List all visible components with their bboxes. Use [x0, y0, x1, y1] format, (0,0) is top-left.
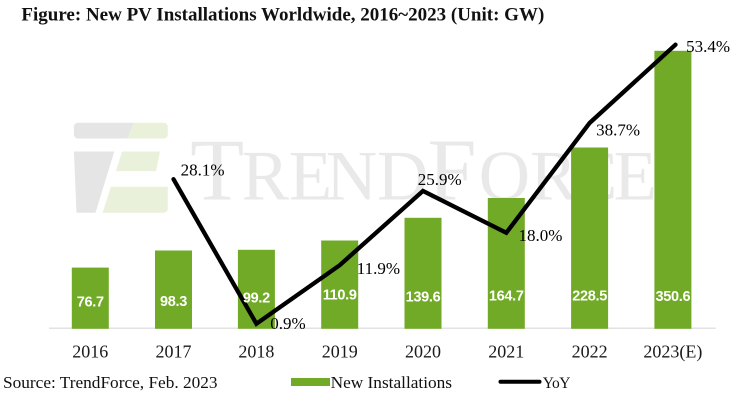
svg-text:2018: 2018 — [238, 342, 274, 362]
svg-text:98.3: 98.3 — [160, 294, 187, 310]
svg-text:18.0%: 18.0% — [519, 226, 563, 245]
svg-text:2019: 2019 — [322, 342, 358, 362]
svg-text:Source: TrendForce, Feb. 2023: Source: TrendForce, Feb. 2023 — [3, 373, 218, 392]
svg-text:228.5: 228.5 — [572, 289, 607, 305]
svg-text:164.7: 164.7 — [489, 289, 524, 305]
svg-text:76.7: 76.7 — [77, 295, 104, 311]
svg-text:25.9%: 25.9% — [418, 170, 462, 189]
svg-text:53.4%: 53.4% — [686, 37, 730, 56]
svg-text:2017: 2017 — [156, 342, 192, 362]
svg-text:0.9%: 0.9% — [270, 314, 305, 333]
svg-text:Figure: New PV Installations W: Figure: New PV Installations Worldwide, … — [21, 5, 544, 26]
svg-text:New Installations: New Installations — [331, 373, 453, 392]
svg-text:11.9%: 11.9% — [357, 259, 400, 278]
svg-text:99.2: 99.2 — [243, 290, 270, 306]
svg-text:2020: 2020 — [405, 342, 441, 362]
svg-text:110.9: 110.9 — [323, 288, 357, 304]
svg-text:2016: 2016 — [72, 342, 108, 362]
svg-text:2021: 2021 — [488, 342, 524, 362]
svg-text:139.6: 139.6 — [406, 289, 441, 305]
svg-text:2022: 2022 — [572, 342, 608, 362]
svg-text:2023(E): 2023(E) — [643, 342, 702, 363]
svg-text:38.7%: 38.7% — [596, 121, 640, 140]
svg-text:YoY: YoY — [543, 375, 570, 392]
svg-text:28.1%: 28.1% — [181, 161, 225, 180]
svg-text:350.6: 350.6 — [656, 289, 691, 305]
